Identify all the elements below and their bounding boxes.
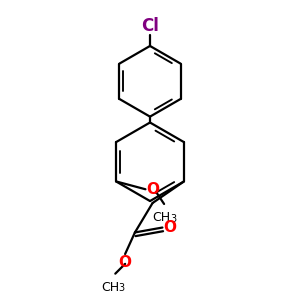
Text: 3: 3 (170, 214, 177, 224)
Text: O: O (118, 254, 132, 269)
Text: CH: CH (152, 211, 170, 224)
Text: 3: 3 (118, 284, 124, 293)
Text: O: O (164, 220, 176, 235)
Text: Cl: Cl (141, 17, 159, 35)
Text: O: O (146, 182, 159, 197)
Text: CH: CH (101, 280, 119, 293)
